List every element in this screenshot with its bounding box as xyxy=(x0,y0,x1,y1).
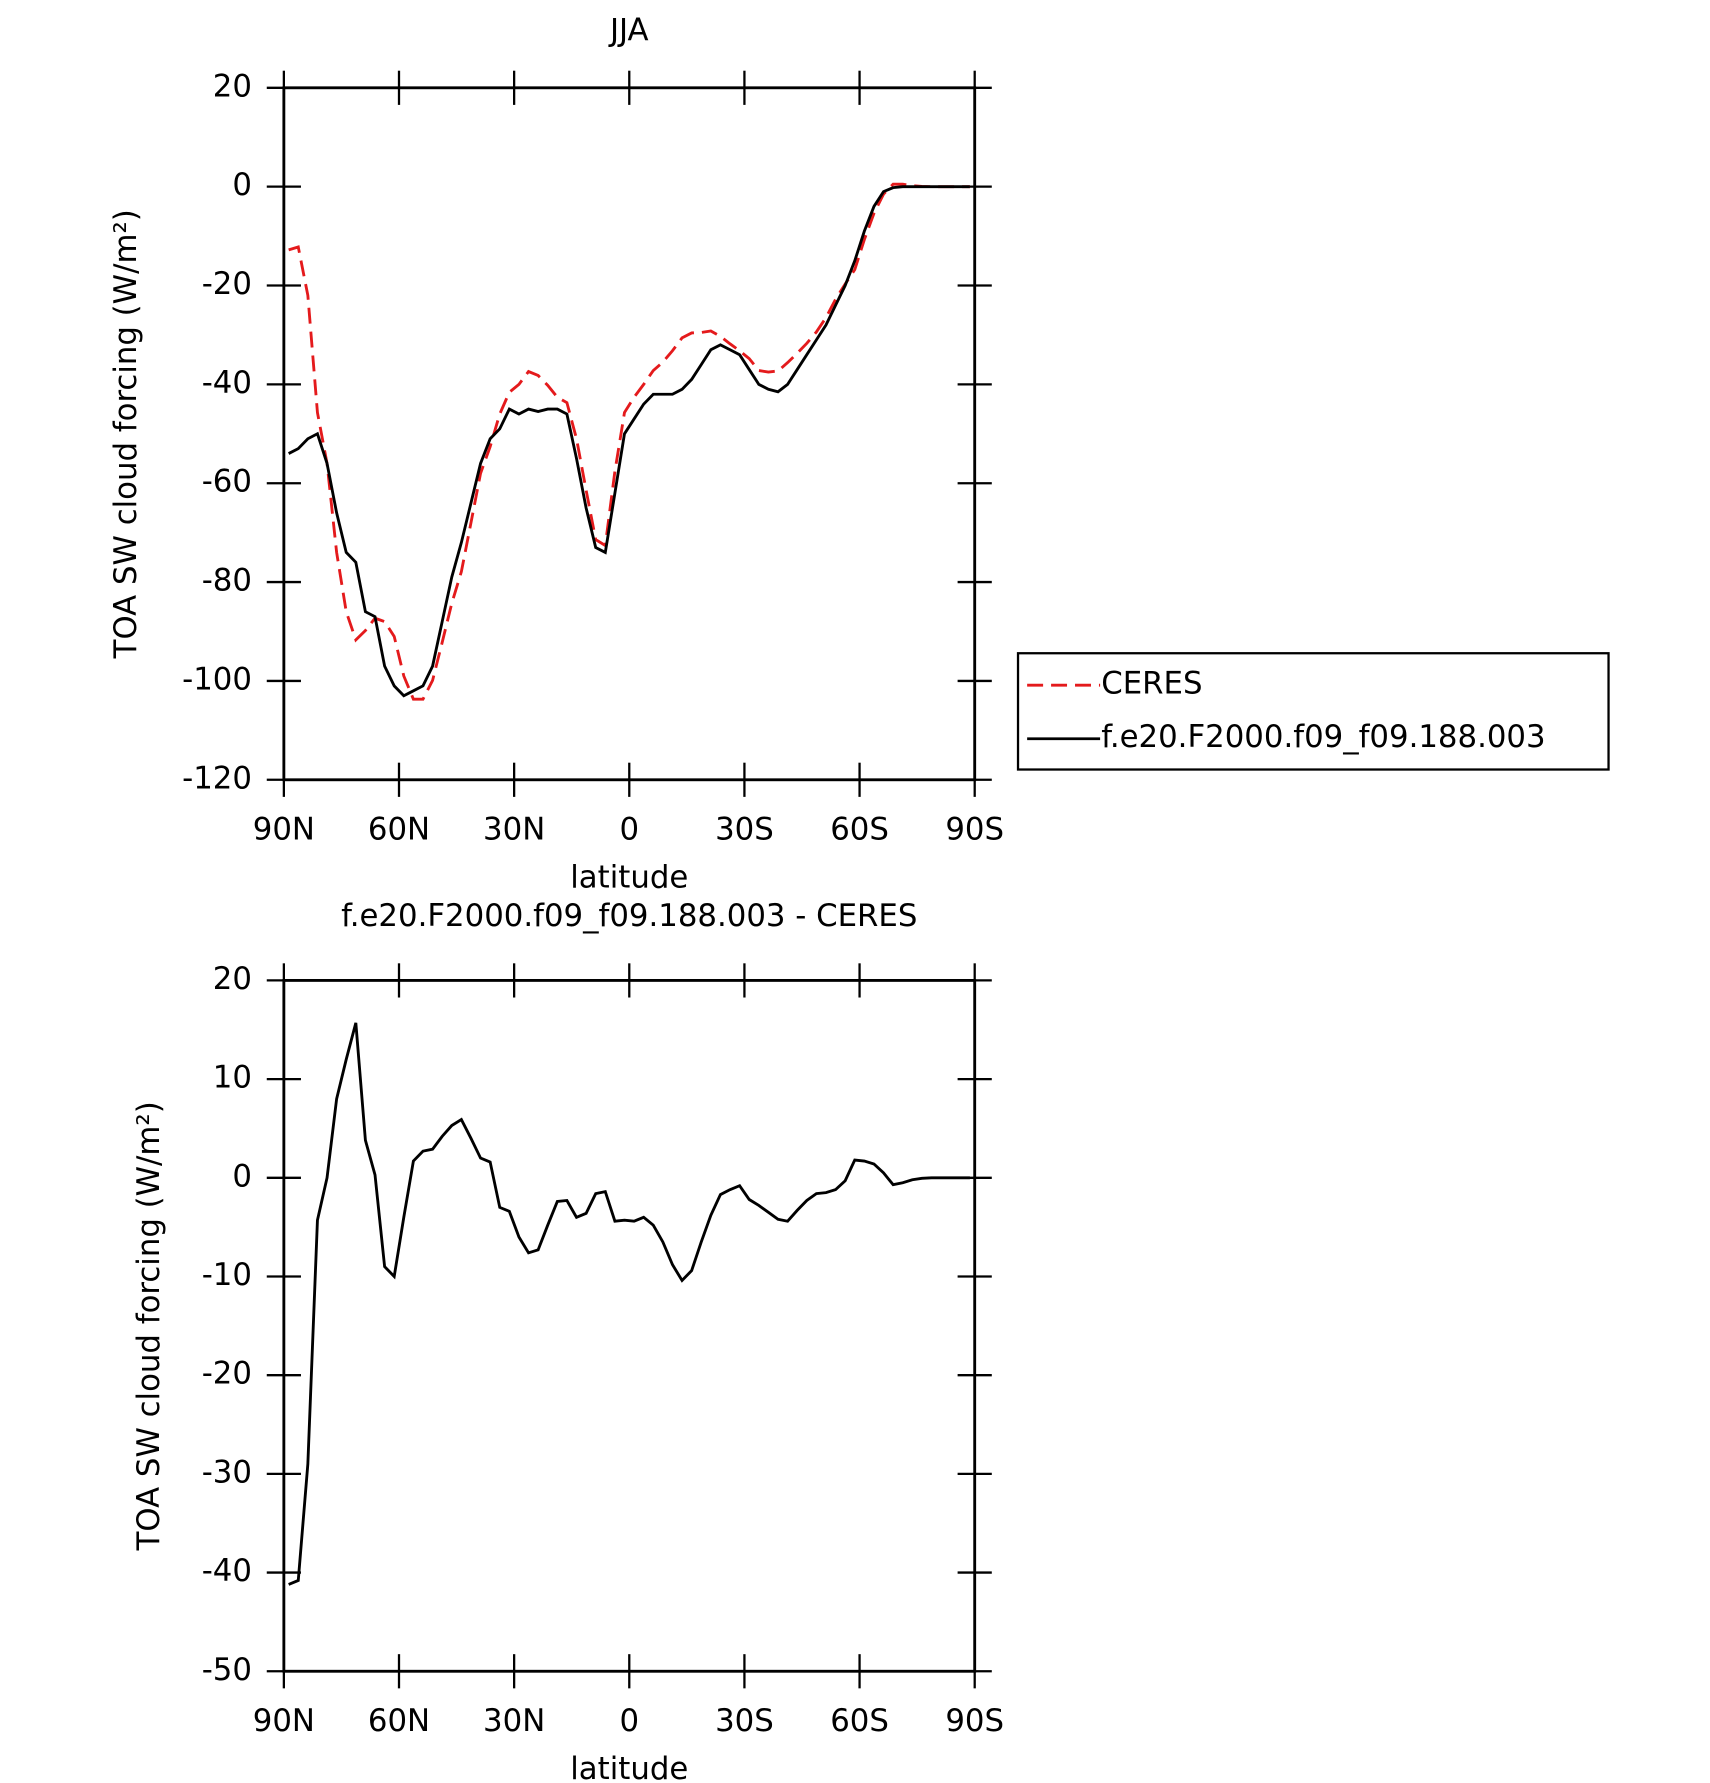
y-axis-label: TOA SW cloud forcing (W/m²) xyxy=(108,209,144,659)
y-tick-label: 0 xyxy=(232,1158,252,1194)
y-tick-label: -20 xyxy=(202,1356,252,1392)
legend-label: CERES xyxy=(1101,666,1202,702)
y-tick-label: -40 xyxy=(202,1553,252,1589)
x-tick-label: 30N xyxy=(483,1703,545,1739)
y-tick-label: -120 xyxy=(182,760,252,796)
y-tick-label: -50 xyxy=(202,1652,252,1688)
data-line xyxy=(288,1022,970,1586)
x-tick-label: 90N xyxy=(253,1703,315,1739)
x-tick-label: 60N xyxy=(368,1703,430,1739)
y-tick-label: 10 xyxy=(213,1060,252,1096)
y-tick-label: -40 xyxy=(202,365,252,401)
y-tick-label: -20 xyxy=(202,266,252,302)
plot-frame xyxy=(282,978,977,1673)
x-tick-label: 60S xyxy=(830,812,889,848)
x-tick-label: 60S xyxy=(830,1703,889,1739)
x-axis-label: latitude xyxy=(570,1751,688,1783)
y-tick-label: 0 xyxy=(232,167,252,203)
y-tick-label: -100 xyxy=(182,661,252,697)
chart-title: f.e20.F2000.f09_f09.188.003 - CERES xyxy=(341,898,917,934)
data-line xyxy=(288,185,970,698)
x-tick-label: 90S xyxy=(945,812,1004,848)
x-tick-label: 90N xyxy=(253,812,315,848)
x-tick-label: 30S xyxy=(715,1703,774,1739)
y-tick-label: 20 xyxy=(213,68,252,104)
legend: CERES f.e20.F2000.f09_f09.188.003 xyxy=(1016,652,1610,771)
x-tick-label: 0 xyxy=(619,1703,639,1739)
x-tick-label: 0 xyxy=(619,812,639,848)
data-line xyxy=(288,182,970,701)
chart-title: JJA xyxy=(608,12,649,48)
x-tick-label: 30N xyxy=(483,812,545,848)
y-axis-label: TOA SW cloud forcing (W/m²) xyxy=(131,1101,167,1551)
y-tick-label: -10 xyxy=(202,1257,252,1293)
y-tick-label: 20 xyxy=(213,961,252,997)
x-tick-label: 60N xyxy=(368,812,430,848)
legend-label: f.e20.F2000.f09_f09.188.003 xyxy=(1101,719,1545,755)
plot-frame xyxy=(282,86,977,782)
x-tick-label: 30S xyxy=(715,812,774,848)
x-axis-label: latitude xyxy=(570,859,688,895)
y-tick-label: -30 xyxy=(202,1454,252,1490)
y-tick-label: -60 xyxy=(202,464,252,500)
y-tick-label: -80 xyxy=(202,563,252,599)
legend-box xyxy=(1016,652,1610,771)
x-tick-label: 90S xyxy=(945,1703,1004,1739)
